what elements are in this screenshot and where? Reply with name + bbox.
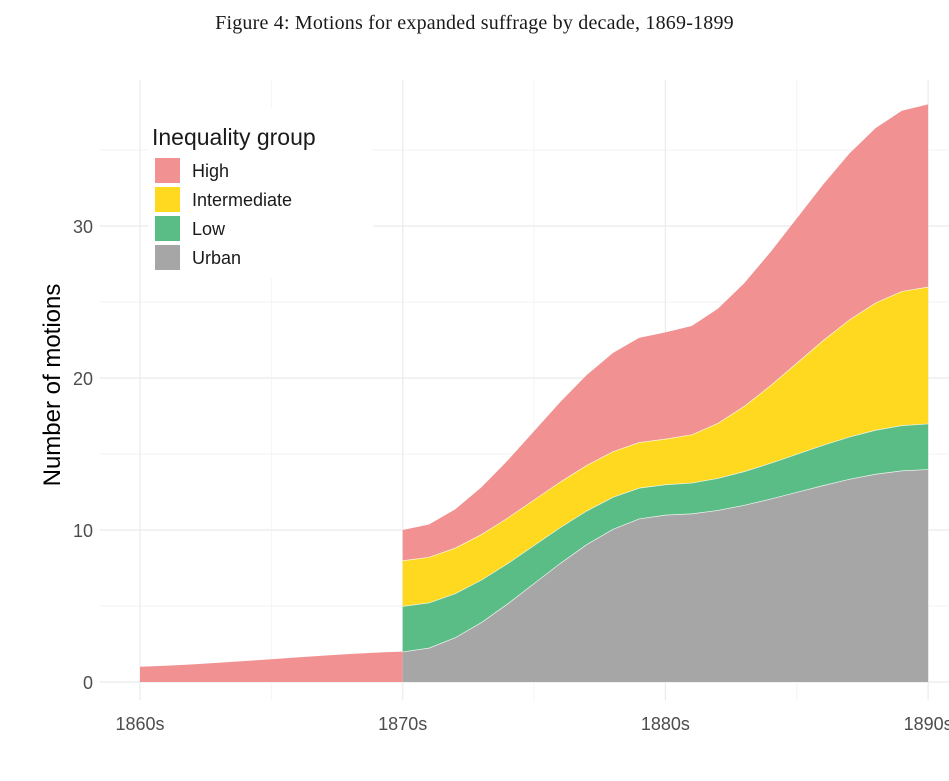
area-intermediate — [402, 286, 929, 606]
figure-title: Figure 4: Motions for expanded suffrage … — [215, 12, 734, 34]
legend-title: Inequality group — [152, 124, 316, 150]
legend: Inequality group High Intermediate Low Urba… — [148, 108, 373, 278]
legend-background — [148, 108, 373, 278]
legend-label-high: High — [192, 161, 229, 181]
x-tick-label: 1860s — [115, 714, 164, 734]
legend-swatch-urban — [155, 245, 180, 270]
x-axis-ticks: 1860s 1870s 1880s 1890s — [115, 714, 949, 734]
y-axis-title: Number of motions — [39, 284, 66, 487]
area-urban — [402, 469, 929, 682]
legend-swatch-low — [155, 216, 180, 241]
legend-label-urban: Urban — [192, 248, 241, 268]
y-tick-label: 10 — [73, 521, 93, 541]
area-high — [402, 104, 929, 561]
area-high-1860s — [140, 651, 403, 682]
x-tick-label: 1870s — [378, 714, 427, 734]
y-tick-label: 0 — [83, 673, 93, 693]
y-tick-label: 20 — [73, 369, 93, 389]
legend-label-low: Low — [192, 219, 226, 239]
legend-swatch-intermediate — [155, 187, 180, 212]
legend-swatch-high — [155, 158, 180, 183]
x-tick-label: 1890s — [904, 714, 949, 734]
x-tick-label: 1880s — [641, 714, 690, 734]
area-low — [402, 423, 929, 652]
legend-label-intermediate: Intermediate — [192, 190, 292, 210]
y-tick-label: 30 — [73, 217, 93, 237]
area-layers — [140, 104, 929, 682]
y-axis-ticks: 0 10 20 30 — [73, 217, 93, 693]
